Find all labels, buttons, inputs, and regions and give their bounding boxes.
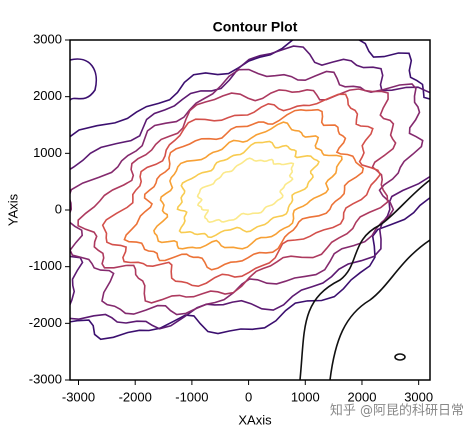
x-tick-label: -2000 (119, 389, 152, 404)
contour-line (196, 157, 295, 224)
contour-line (70, 40, 430, 341)
contour-line (70, 58, 97, 101)
y-tick-label: 3000 (33, 31, 62, 46)
y-axis-label: YAxis (5, 193, 20, 226)
y-tick-label: -2000 (29, 315, 62, 330)
contour-lines (70, 40, 430, 380)
x-tick-label: 2000 (348, 389, 377, 404)
x-tick-label: 1000 (291, 389, 320, 404)
contour-line (176, 140, 320, 239)
x-tick-label: -3000 (62, 389, 95, 404)
chart-title: Contour Plot (213, 19, 298, 35)
contour-line (123, 108, 365, 271)
contour-line (299, 179, 430, 380)
contour-line (394, 353, 406, 361)
x-tick-label: 3000 (404, 389, 433, 404)
contour-line (70, 68, 424, 316)
y-tick-label: 1000 (33, 145, 62, 160)
y-tick-label: -1000 (29, 258, 62, 273)
contour-line (77, 88, 397, 304)
x-tick-label: 0 (245, 389, 252, 404)
x-axis-label: XAxis (238, 412, 272, 427)
contour-line (329, 239, 430, 380)
x-tick-label: -1000 (175, 389, 208, 404)
contour-line (153, 121, 343, 250)
contour-line (101, 93, 382, 288)
y-tick-label: 0 (55, 201, 62, 216)
y-tick-label: 2000 (33, 88, 62, 103)
watermark: 知乎 @阿昆的科研日常 (330, 403, 464, 419)
contour-line (70, 45, 430, 330)
y-tick-label: -3000 (29, 371, 62, 386)
